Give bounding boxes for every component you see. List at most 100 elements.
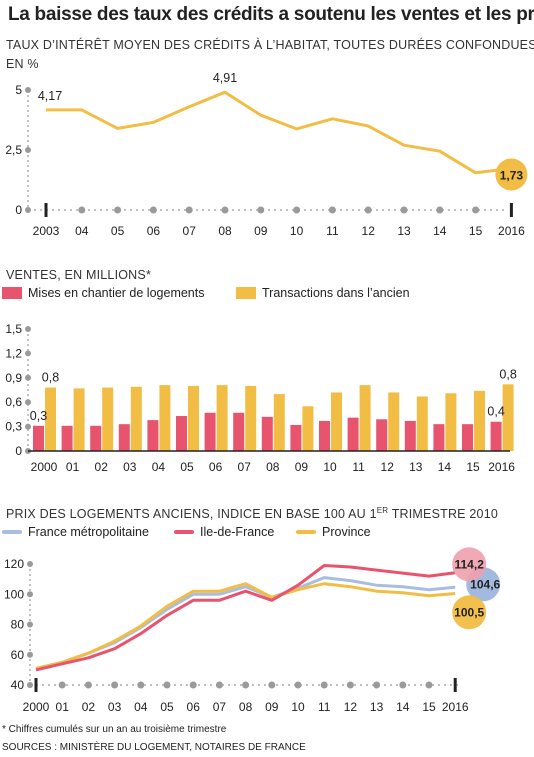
x-tick-label: 08 (266, 460, 280, 474)
x-tick-label: 15 (469, 224, 483, 238)
x-tick-dot (242, 681, 250, 689)
bar-housing-starts (290, 424, 302, 451)
bar-housing-starts (204, 412, 216, 451)
x-tick-label: 01 (66, 460, 80, 474)
x-tick-dot (163, 681, 171, 689)
x-tick-dot (364, 206, 372, 214)
y-tick-label: 0,6 (5, 395, 22, 409)
bar-transactions (188, 385, 199, 451)
x-tick-dot (58, 681, 66, 689)
x-tick-dot (399, 681, 407, 689)
x-tick-label: 10 (291, 700, 305, 714)
legend-line-red (174, 530, 194, 534)
end-label-idf: 114,2 (455, 557, 485, 571)
y-tick-label: 0,9 (5, 371, 22, 385)
bar-housing-starts (118, 424, 130, 451)
footnote: * Chiffres cumulés sur un an au troisièm… (2, 724, 227, 735)
bar-housing-starts (233, 412, 245, 451)
x-tick-label: 05 (180, 460, 194, 474)
bar-transactions (102, 387, 114, 451)
bar-transactions (416, 396, 428, 451)
legend-line-blue (2, 530, 22, 534)
x-tick-label: 13 (397, 224, 411, 238)
x-tick-dot (215, 681, 223, 689)
x-tick-mark (34, 678, 38, 692)
legend-label-housing-starts: Mises en chantier de logements (28, 286, 205, 300)
x-tick-label: 03 (108, 700, 122, 714)
bar-transactions (302, 406, 314, 451)
bar-housing-starts (90, 425, 102, 451)
legend-item-province: Province (296, 525, 371, 539)
x-tick-label: 14 (438, 460, 452, 474)
x-tick-label: 2016 (498, 224, 525, 238)
rate-line (46, 90, 512, 175)
x-tick-label: 2016 (488, 460, 515, 474)
y-tick-label: 0 (15, 444, 22, 458)
y-tick-label: 1,5 (5, 322, 22, 336)
value-label: 4,91 (213, 71, 237, 85)
bar-transactions (159, 385, 171, 451)
legend-label-idf: Ile-de-France (200, 525, 275, 539)
x-tick-mark (509, 203, 513, 217)
y-tick-label: 120 (4, 557, 24, 571)
main-title: La baisse des taux des crédits a soutenu… (8, 4, 534, 25)
y-tick-label: 40 (11, 678, 25, 692)
x-tick-label: 07 (238, 460, 252, 474)
legend-swatch-red (2, 287, 22, 299)
x-tick-label: 02 (82, 700, 96, 714)
legend-item-transactions: Transactions dans l’ancien (236, 286, 410, 300)
price-chart-title-end: TRIMESTRE 2010 (388, 507, 499, 522)
bar-housing-starts (376, 419, 388, 451)
bar-housing-starts (319, 420, 330, 451)
x-tick-dot (114, 206, 122, 214)
x-tick-label: 09 (265, 700, 279, 714)
bar-transactions (445, 393, 457, 451)
x-tick-dot (320, 681, 328, 689)
x-tick-dot (185, 206, 193, 214)
end-bubble-idf (452, 547, 487, 582)
bar-transactions (216, 385, 228, 451)
bar-transactions (474, 390, 485, 451)
x-tick-dot (328, 206, 336, 214)
x-tick-dot (436, 206, 444, 214)
x-tick-dot (111, 681, 119, 689)
bar-transactions (331, 392, 342, 451)
y-tick-dot (25, 374, 31, 381)
x-tick-label: 06 (209, 460, 223, 474)
x-tick-mark (44, 203, 48, 217)
x-tick-label: 12 (362, 224, 376, 238)
x-tick-dot (268, 681, 276, 689)
bar-transactions (245, 385, 257, 451)
legend-item-france: France métropolitaine (2, 525, 149, 539)
y-tick-dot (25, 399, 31, 406)
x-tick-dot (78, 206, 86, 214)
price-chart-title: PRIX DES LOGEMENTS ANCIENS, INDICE EN BA… (6, 506, 498, 521)
x-tick-label: 06 (187, 700, 201, 714)
x-tick-label: 14 (396, 700, 410, 714)
bar-transactions (130, 386, 142, 451)
bar-transactions (359, 385, 371, 451)
bar-housing-starts (462, 424, 473, 451)
end-label-france: 104,6 (470, 577, 500, 591)
x-tick-label: 04 (134, 700, 148, 714)
x-tick-label: 11 (318, 700, 331, 714)
value-label: 0,8 (42, 371, 59, 385)
bar-transactions (73, 388, 85, 451)
x-tick-dot (293, 206, 301, 214)
rate-chart-title: TAUX D’INTÉRÊT MOYEN DES CRÉDITS À L’HAB… (6, 38, 534, 52)
y-tick-label: 5 (15, 83, 22, 97)
price-chart-title-sup: ER (376, 506, 389, 515)
x-tick-label: 13 (370, 700, 384, 714)
x-tick-dot (149, 206, 157, 214)
x-tick-label: 02 (95, 460, 109, 474)
x-tick-dot (400, 206, 408, 214)
bar-transactions (388, 392, 400, 451)
x-tick-dot (137, 681, 145, 689)
bar-transactions (273, 394, 285, 451)
legend-label-province: Province (322, 525, 371, 539)
interest-rate-chart: 0 2,5 5 2003 04 05 06 07 08 09 10 11 12 13 14 15 2016 4,1… (5, 71, 528, 238)
y-tick-dot (25, 350, 31, 357)
legend-line-gold (296, 530, 316, 534)
bar-housing-starts (490, 421, 502, 451)
x-tick-label: 11 (352, 460, 365, 474)
